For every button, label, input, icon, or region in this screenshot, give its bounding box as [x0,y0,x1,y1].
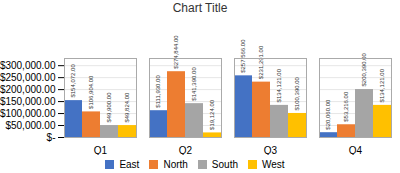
svg-text:$53,216.00: $53,216.00 [343,91,349,122]
svg-text:$-: $- [47,132,56,143]
svg-text:$154,072.00: $154,072.00 [70,64,76,98]
html-text:East: East [119,158,140,170]
svg-text:$257,566.00: $257,566.00 [240,39,246,73]
svg-text:$200,390.00: $200,390.00 [361,52,367,86]
html-text:Chart Title: Chart Title [172,1,228,15]
html-text:North: North [163,158,188,170]
svg-text:$100,390.00: $100,390.00 [294,76,300,110]
svg-text:Q1: Q1 [94,145,108,155]
svg-text:$134,121.00: $134,121.00 [276,68,282,102]
svg-text:Q2: Q2 [179,145,193,155]
svg-text:$49,824.00: $49,824.00 [124,92,130,123]
svg-text:$49,900.00: $49,900.00 [106,92,112,123]
svg-text:$274,844.00: $274,844.00 [173,35,179,69]
svg-text:$50,000.00: $50,000.00 [5,120,55,131]
svg-text:$200,000.00: $200,000.00 [0,84,56,95]
svg-text:$111,930.00: $111,930.00 [155,75,161,108]
svg-text:$106,904.00: $106,904.00 [88,75,94,109]
svg-text:$150,000.00: $150,000.00 [0,96,56,107]
svg-text:$300,000.00: $300,000.00 [0,60,56,71]
html-text:South: South [211,158,238,170]
svg-text:Q4: Q4 [349,145,363,155]
svg-text:$20,060.00: $20,060.00 [325,99,331,130]
svg-text:$19,124.00: $19,124.00 [209,99,215,130]
svg-text:$100,000.00: $100,000.00 [0,108,56,119]
svg-text:$250,000.00: $250,000.00 [0,72,56,83]
html-text:West: West [262,158,285,170]
svg-text:$134,121.00: $134,121.00 [379,68,385,102]
svg-text:$141,390.00: $141,390.00 [191,67,197,101]
svg-text:$231,291.00: $231,291.00 [258,45,264,79]
svg-text:Q3: Q3 [264,145,278,155]
